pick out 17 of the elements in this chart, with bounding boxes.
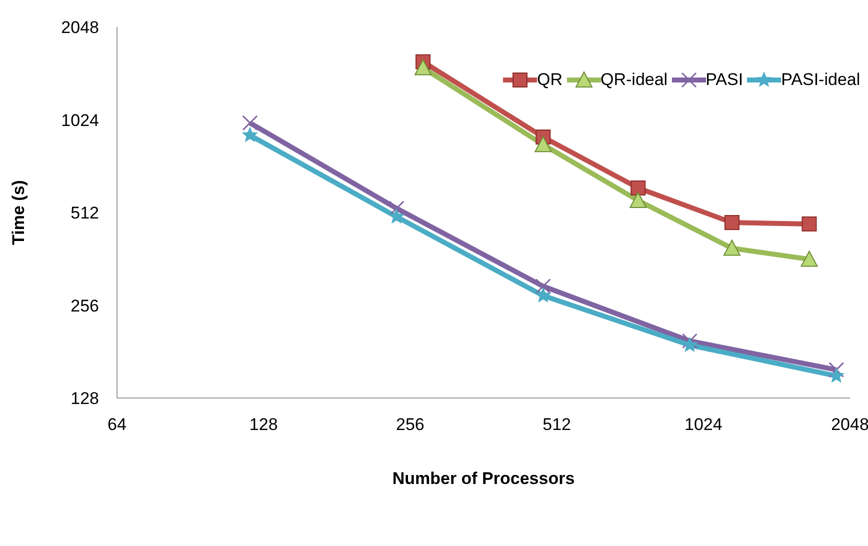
legend-label: PASI-ideal <box>781 70 860 90</box>
legend-label: PASI <box>706 70 744 90</box>
x-tick-label: 256 <box>396 415 424 434</box>
x-tick-label: 512 <box>542 415 571 434</box>
y-axis-title: Time (s) <box>9 180 28 245</box>
x-tick-label: 128 <box>249 415 278 434</box>
y-tick-label: 2048 <box>61 18 99 38</box>
x-axis-title: Number of Processors <box>392 469 575 488</box>
y-tick-label: 256 <box>70 296 99 316</box>
x-tick-label: 64 <box>108 415 126 434</box>
x-tick-label: 2048 <box>831 415 868 434</box>
y-tick-label: 1024 <box>61 110 99 130</box>
y-tick-label: 512 <box>70 204 99 223</box>
legend-label: QR-ideal <box>600 70 668 90</box>
legend-label: QR <box>537 70 562 90</box>
y-tick-label: 128 <box>70 389 99 408</box>
x-tick-label: 1024 <box>684 415 722 434</box>
